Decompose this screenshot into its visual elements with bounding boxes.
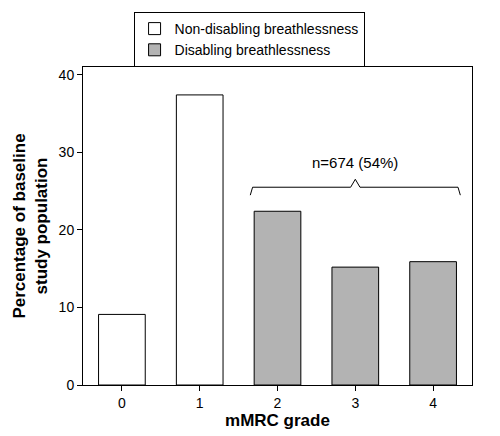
- svg-text:Non-disabling breathlessness: Non-disabling breathlessness: [175, 21, 359, 37]
- svg-text:Percentage of baselinestudy po: Percentage of baselinestudy population: [10, 133, 51, 318]
- svg-text:3: 3: [351, 395, 359, 411]
- svg-text:20: 20: [59, 222, 75, 238]
- svg-text:2: 2: [274, 395, 282, 411]
- svg-text:0: 0: [66, 377, 74, 393]
- svg-text:30: 30: [59, 144, 75, 160]
- svg-text:mMRC grade: mMRC grade: [225, 411, 330, 430]
- svg-text:4: 4: [429, 395, 437, 411]
- svg-text:Disabling breathlessness: Disabling breathlessness: [175, 42, 331, 58]
- svg-text:n=674 (54%): n=674 (54%): [312, 154, 398, 171]
- svg-text:0: 0: [118, 395, 126, 411]
- svg-text:10: 10: [59, 299, 75, 315]
- svg-text:40: 40: [59, 67, 75, 83]
- svg-text:1: 1: [196, 395, 204, 411]
